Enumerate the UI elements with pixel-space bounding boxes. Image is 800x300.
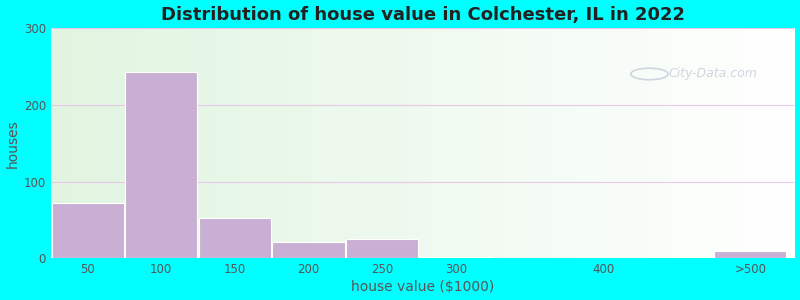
Bar: [273, 242, 345, 258]
Bar: [51, 203, 124, 258]
Bar: [346, 239, 418, 258]
Bar: [420, 257, 492, 258]
Bar: [714, 251, 786, 258]
Y-axis label: houses: houses: [6, 119, 19, 167]
Bar: [125, 72, 198, 258]
Bar: [199, 218, 271, 258]
X-axis label: house value ($1000): house value ($1000): [351, 280, 494, 294]
Text: City-Data.com: City-Data.com: [668, 68, 757, 80]
Title: Distribution of house value in Colchester, IL in 2022: Distribution of house value in Colcheste…: [161, 6, 685, 24]
